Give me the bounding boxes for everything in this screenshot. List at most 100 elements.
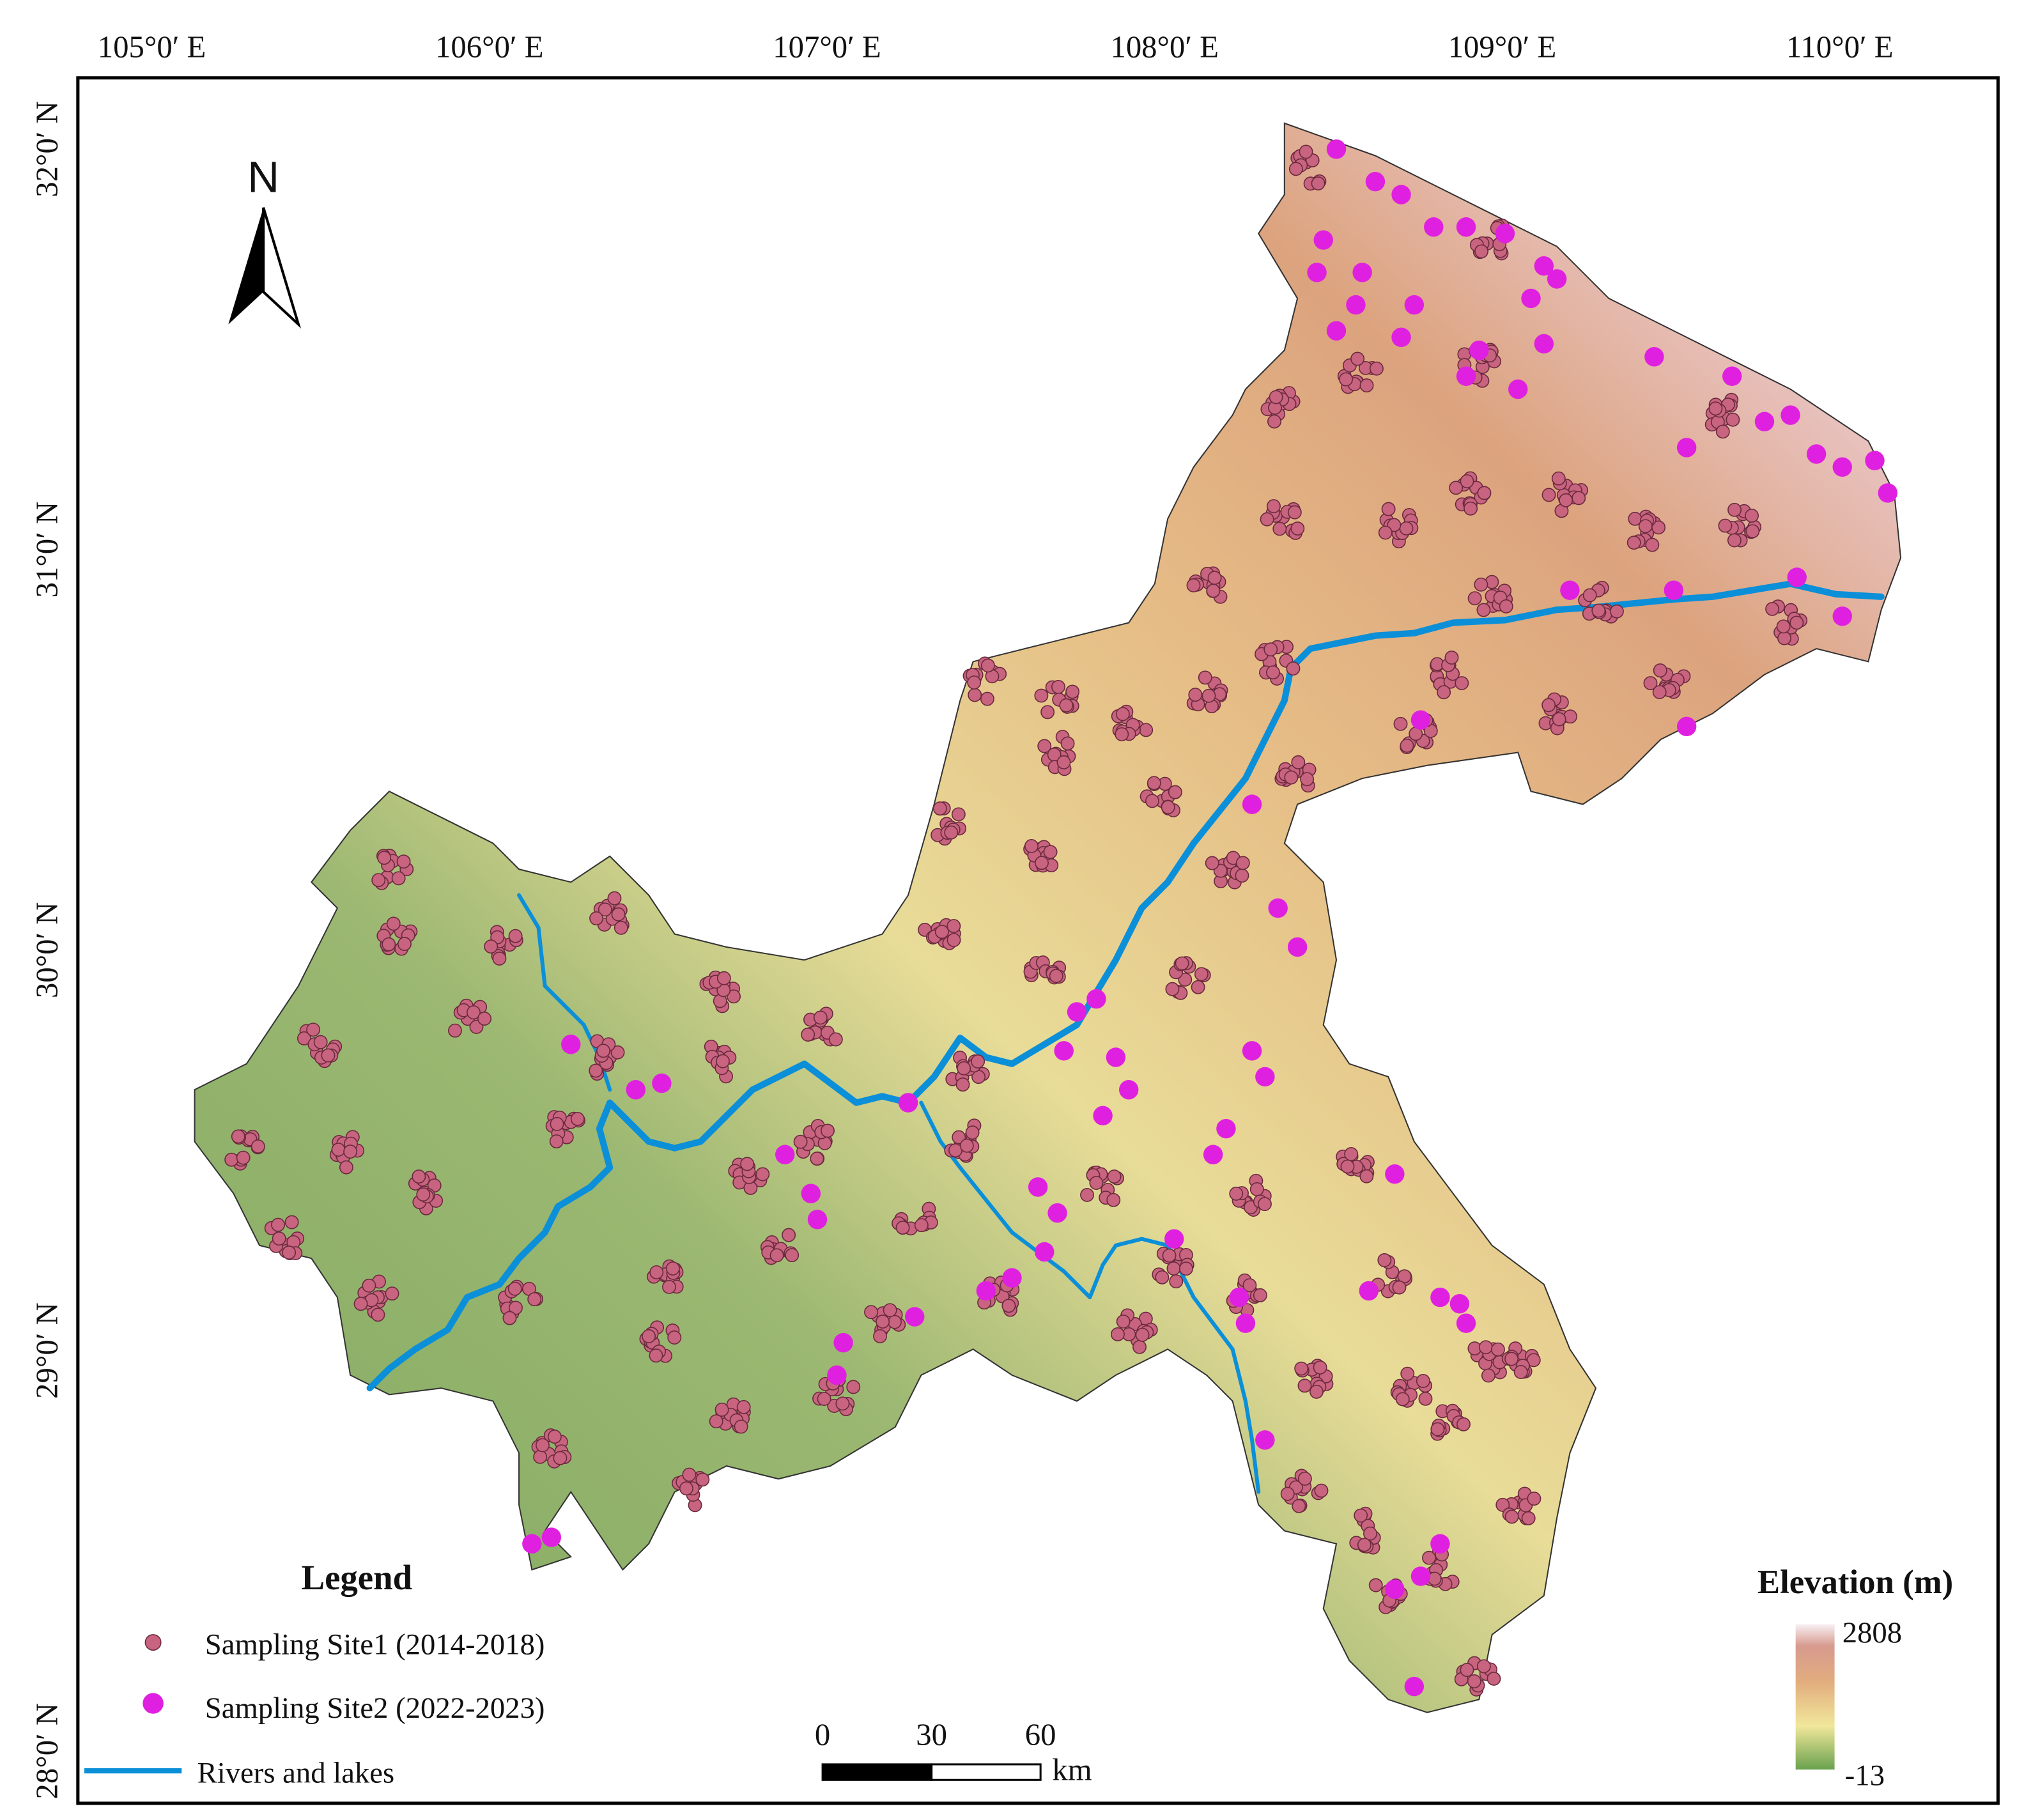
site1-point xyxy=(1504,1352,1519,1366)
site1-point xyxy=(1653,663,1667,678)
site1-point xyxy=(611,907,626,922)
site1-point xyxy=(846,1380,861,1394)
site1-point xyxy=(1478,1340,1493,1355)
legend-item: Sampling Site2 (2022-2023) xyxy=(205,1692,545,1725)
site1-point xyxy=(1309,1384,1324,1399)
site1-point xyxy=(1168,785,1182,799)
site2-point xyxy=(1229,1287,1249,1307)
site1-point xyxy=(1178,972,1193,987)
site1-point xyxy=(1188,688,1203,702)
site1-point xyxy=(782,1228,796,1242)
site2-point xyxy=(1216,1118,1236,1139)
site1-point xyxy=(1135,1327,1150,1342)
site1-point xyxy=(1201,688,1216,703)
site1-point xyxy=(1265,665,1280,680)
site1-point xyxy=(946,933,961,947)
longitude-label: 106°0′ E xyxy=(435,29,544,64)
site1-point xyxy=(448,1023,462,1038)
site1-point xyxy=(1235,868,1249,883)
site1-point xyxy=(1745,508,1759,523)
scale-segment xyxy=(821,1763,933,1781)
site2-point xyxy=(1424,217,1444,237)
site1-point xyxy=(1115,727,1129,741)
site2-point xyxy=(1865,451,1885,470)
site1-point xyxy=(1139,723,1154,737)
site1-point xyxy=(1344,1146,1359,1161)
site1-point xyxy=(1416,1374,1430,1388)
latitude-label: 29°0′ N xyxy=(29,1302,64,1399)
site2-point xyxy=(1106,1047,1126,1067)
site1-point xyxy=(1460,474,1474,489)
site1-point xyxy=(1049,969,1063,983)
site1-point xyxy=(1257,1197,1272,1212)
site1-point xyxy=(1652,685,1667,700)
site1-point xyxy=(614,920,628,935)
site1-point xyxy=(1080,1187,1095,1202)
site1-point xyxy=(1037,739,1052,753)
site1-point xyxy=(709,1414,723,1429)
site1-point xyxy=(385,1286,399,1301)
site1-point xyxy=(1280,1486,1295,1501)
site1-point xyxy=(1299,144,1313,159)
site1-point xyxy=(957,1061,971,1076)
site1-point xyxy=(888,1315,902,1329)
site2-point xyxy=(833,1332,853,1353)
site1-point xyxy=(1260,512,1274,527)
site1-point xyxy=(1395,1392,1410,1407)
site1-point xyxy=(821,1123,835,1138)
legend-item: Rivers and lakes xyxy=(197,1756,395,1789)
site1-point xyxy=(1552,712,1566,727)
latitude-labels: 32°0′ N 31°0′ N 30°0′ N 29°0′ N 28°0′ N xyxy=(29,101,64,1799)
site1-point xyxy=(553,1451,568,1465)
site1-point xyxy=(1449,481,1464,495)
site1-point xyxy=(1145,794,1159,808)
site1-point xyxy=(1499,599,1513,613)
site1-point xyxy=(1460,1663,1474,1677)
scale-label: 0 xyxy=(815,1717,830,1752)
latitude-label: 30°0′ N xyxy=(29,902,64,999)
site2-point xyxy=(1268,898,1288,918)
site1-point xyxy=(1191,980,1205,994)
site1-point xyxy=(1106,1192,1121,1207)
legend: Legend Sampling Site1 (2014-2018) Sampli… xyxy=(84,1558,545,1789)
site1-point xyxy=(1474,577,1488,592)
site1-point xyxy=(1272,521,1287,536)
site2-point xyxy=(1359,1281,1379,1301)
site2-point xyxy=(1469,340,1489,360)
site1-point xyxy=(1340,1159,1355,1174)
scale-unit: km xyxy=(1052,1752,1092,1787)
site1-point xyxy=(1474,244,1488,259)
site2-point xyxy=(522,1534,542,1554)
site1-point xyxy=(1059,698,1074,713)
site1-point xyxy=(755,1167,770,1182)
site1-point xyxy=(1110,1327,1125,1341)
site2-point xyxy=(775,1145,795,1164)
site1-point xyxy=(508,929,523,943)
site1-point xyxy=(391,871,406,886)
site2-point xyxy=(626,1080,646,1100)
site1-point xyxy=(1035,856,1049,870)
site1-point xyxy=(716,1054,730,1068)
site2-point xyxy=(1203,1145,1223,1164)
region xyxy=(194,122,1902,1713)
site2-point xyxy=(1352,263,1372,282)
site1-point xyxy=(876,1315,890,1329)
site1-point xyxy=(864,1305,878,1320)
site1-point xyxy=(547,1430,562,1444)
site1-point xyxy=(1572,491,1586,505)
scale-segment xyxy=(931,1763,1042,1781)
site2-point xyxy=(976,1281,996,1301)
site2-point xyxy=(1326,139,1347,159)
longitude-labels: 105°0′ E 106°0′ E 107°0′ E 108°0′ E 109°0′ E… xyxy=(98,29,1894,64)
site1-point xyxy=(1024,839,1039,853)
latitude-label: 31°0′ N xyxy=(29,502,64,598)
site2-point xyxy=(1560,580,1580,600)
site1-point xyxy=(1368,1578,1383,1592)
site1-point xyxy=(1291,755,1306,769)
site1-point xyxy=(343,1145,358,1159)
site1-point xyxy=(1290,521,1305,536)
site1-point xyxy=(1727,533,1742,548)
site1-point xyxy=(382,937,396,952)
wu-river xyxy=(919,1100,1261,1494)
site1-point xyxy=(1267,499,1281,514)
